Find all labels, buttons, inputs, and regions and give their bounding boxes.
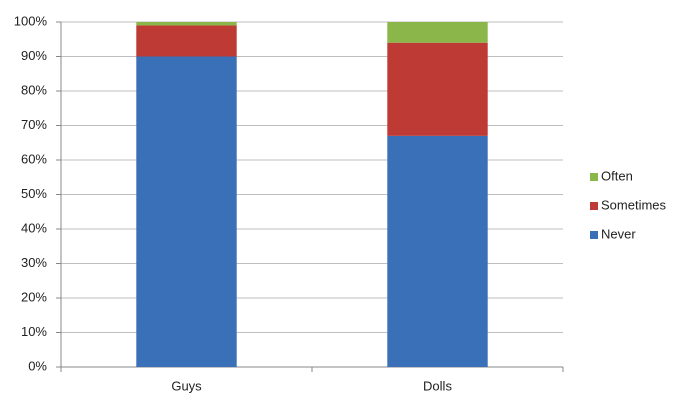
- legend-label: Never: [601, 226, 636, 241]
- y-tick-label: 80%: [21, 82, 47, 97]
- bar-segment: [387, 22, 488, 43]
- y-tick-label: 90%: [21, 48, 47, 63]
- y-tick-label: 60%: [21, 151, 47, 166]
- y-tick-label: 100%: [14, 13, 48, 28]
- y-tick-label: 70%: [21, 117, 47, 132]
- legend-label: Sometimes: [601, 197, 667, 212]
- bar-segment: [387, 135, 488, 367]
- legend-swatch: [590, 202, 598, 210]
- y-tick-label: 40%: [21, 220, 47, 235]
- y-tick-label: 50%: [21, 186, 47, 201]
- y-tick-label: 0%: [28, 358, 47, 373]
- legend-swatch: [590, 231, 598, 239]
- bar-segment: [136, 56, 237, 367]
- y-tick-label: 10%: [21, 324, 47, 339]
- bar-segment: [136, 25, 237, 57]
- bar-segment: [387, 42, 488, 136]
- y-tick-label: 30%: [21, 255, 47, 270]
- y-tick-label: 20%: [21, 289, 47, 304]
- bar-segment: [136, 22, 237, 26]
- x-tick-label: Dolls: [423, 378, 452, 393]
- legend-swatch: [590, 173, 598, 181]
- legend-label: Often: [601, 168, 633, 183]
- x-tick-label: Guys: [171, 378, 202, 393]
